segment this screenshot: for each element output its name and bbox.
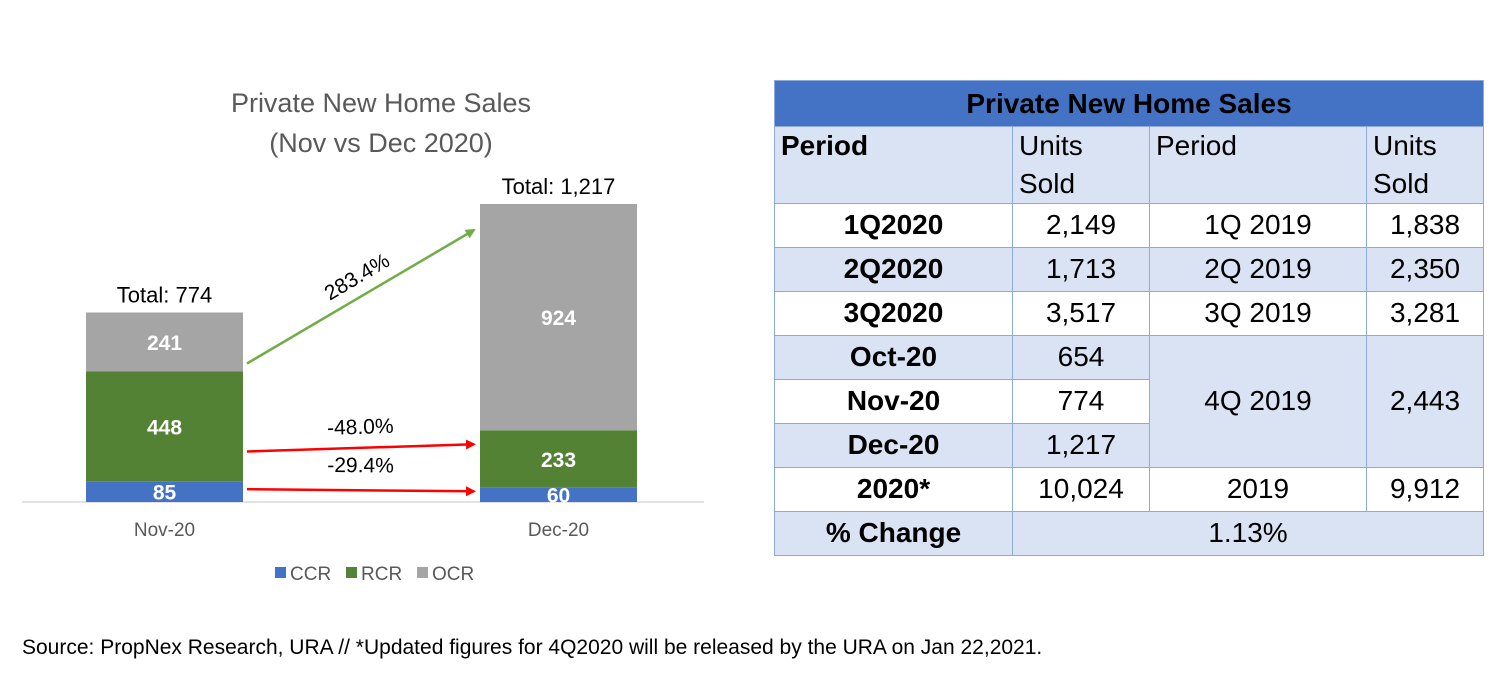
table-title: Private New Home Sales [773,80,1485,127]
bar-ccr-nov-20 [86,481,243,502]
change-label: % Change [774,510,1013,556]
table-row: 1Q2020 2,149 1Q 2019 1,838 [774,202,1485,248]
row-units: 774 [1012,378,1150,424]
row-period-2019: 2019 [1149,466,1367,512]
data-label: 233 [541,449,576,472]
merged-4q-units: 2,443 [1365,334,1485,468]
row-units-2019: 2,350 [1365,246,1485,292]
stacked-bar-chart: Private New Home Sales (Nov vs Dec 2020)… [22,88,704,585]
legend-label: CCR [290,564,331,585]
change-arrow [246,228,476,365]
header-units-sold: Units Sold [1012,126,1150,204]
bar-rcr-dec-20 [480,430,637,488]
bar-ocr-nov-20 [86,312,243,372]
source-note: Source: PropNex Research, URA // *Update… [22,636,1043,659]
row-period-2019: 2Q 2019 [1149,246,1367,292]
row-period: 3Q2020 [774,290,1013,336]
bar-rcr-nov-20 [86,371,243,482]
data-label: 924 [541,307,576,330]
table-row: 2Q2020 1,713 2Q 2019 2,350 [774,246,1485,292]
row-units: 10,024 [1012,466,1150,512]
legend-swatch-ccr [275,567,286,578]
row-period: 1Q2020 [774,202,1013,248]
table-header-row: Period Units Sold Period Units Sold [774,126,1485,204]
row-period-2019: 3Q 2019 [1149,290,1367,336]
chart-title: Private New Home Sales [231,88,531,118]
change-label: -48.0% [327,415,394,440]
table-row: 2020* 10,024 2019 9,912 [774,466,1485,512]
header-units-sold-2019: Units Sold [1365,126,1485,204]
row-period-2019: 1Q 2019 [1149,202,1367,248]
data-label: 241 [147,332,182,355]
bar-ccr-dec-20 [480,487,637,502]
bar-ocr-dec-20 [480,204,637,431]
row-units: 1,217 [1012,422,1150,468]
row-units: 654 [1012,334,1150,380]
table-row: 3Q2020 3,517 3Q 2019 3,281 [774,290,1485,336]
row-period: Dec-20 [774,422,1013,468]
sales-table: Private New Home Sales Period Units Sold… [773,80,1485,556]
legend-label: RCR [361,564,402,585]
row-period: Nov-20 [774,378,1013,424]
x-tick-label: Nov-20 [134,520,195,541]
change-arrow [246,439,476,453]
data-label: 85 [153,482,177,505]
row-units: 2,149 [1012,202,1150,248]
legend-swatch-ocr [417,567,428,578]
total-label: Total: 1,217 [502,174,616,199]
chart-subtitle: (Nov vs Dec 2020) [269,128,493,158]
legend-label: OCR [432,564,474,585]
change-value: 1.13% [1011,510,1485,556]
row-units-2019: 1,838 [1365,202,1485,248]
legend-swatch-rcr [346,567,357,578]
row-units-2019: 3,281 [1365,290,1485,336]
x-tick-label: Dec-20 [528,520,589,541]
change-arrow [246,486,476,497]
row-units: 1,713 [1012,246,1150,292]
row-units: 3,517 [1012,290,1150,336]
data-label: 60 [547,485,570,508]
table-row: Nov-20 774 [774,378,1484,424]
header-period: Period [774,126,1013,204]
merged-4q-period: 4Q 2019 [1149,334,1367,468]
row-period: 2020* [774,466,1013,512]
change-label: 283.4% [321,249,394,305]
row-period: Oct-20 [774,334,1013,380]
header-period-2019: Period [1149,126,1367,204]
data-label: 448 [147,416,182,439]
table-row: Oct-20 654 4Q 2019 2,443 [774,334,1485,468]
total-label: Total: 774 [117,282,212,307]
row-period: 2Q2020 [774,246,1013,292]
row-units-2019: 9,912 [1365,466,1485,512]
change-label: -29.4% [327,454,394,478]
table-row-change: % Change 1.13% [774,510,1485,556]
